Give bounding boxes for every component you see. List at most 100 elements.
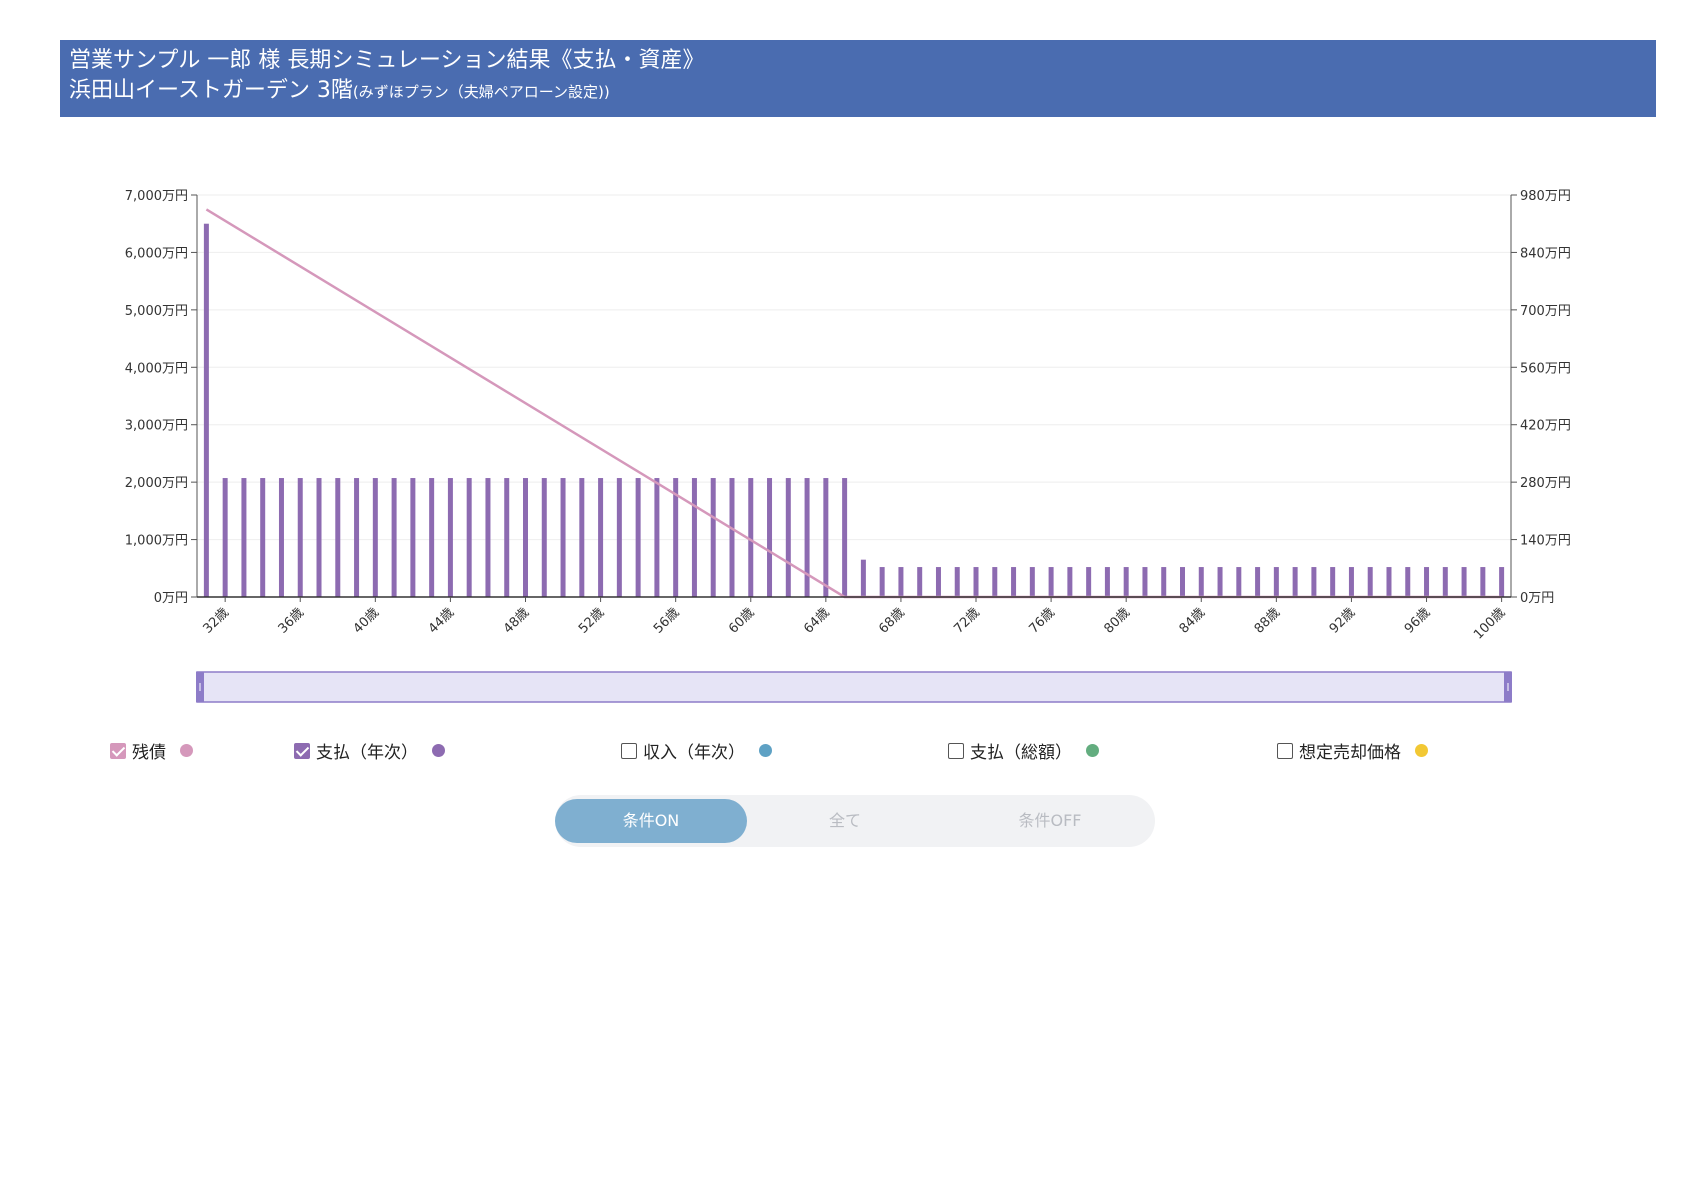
payment-bar [222, 478, 228, 597]
y-left-tick-label: 5,000万円 [125, 304, 188, 319]
payment-bar [654, 478, 660, 597]
payment-bar [241, 478, 247, 597]
payment-bar [410, 478, 416, 597]
payment-bars [203, 223, 1505, 597]
legend-checkbox[interactable] [110, 742, 126, 759]
x-tick-label: 32歳 [200, 605, 231, 636]
payment-bar [954, 567, 960, 597]
debt-line [205, 208, 1502, 599]
legend-item-total-payment[interactable]: 支払（総額） [948, 738, 1099, 763]
payment-bar [842, 478, 848, 597]
range-slider[interactable] [196, 671, 1512, 703]
payment-bar [992, 567, 998, 597]
x-tick-label: 56歳 [651, 605, 682, 636]
x-tick-label: 84歳 [1177, 605, 1208, 636]
payment-bar [447, 478, 453, 597]
x-tick-label: 76歳 [1026, 605, 1057, 636]
payment-bar [879, 567, 885, 597]
y-left-tick-label: 1,000万円 [125, 534, 188, 549]
payment-bar [485, 478, 491, 597]
toggle-condition-off[interactable]: 条件OFF [1018, 811, 1082, 830]
y-right-tick-label: 0万円 [1520, 591, 1554, 606]
plan-name: (みずほプラン（夫婦ペアローン設定)) [352, 83, 610, 101]
x-tick-label: 72歳 [951, 605, 982, 636]
payment-bar [1499, 567, 1505, 597]
y-left-tick-label: 7,000万円 [125, 189, 188, 204]
legend-checkbox[interactable] [948, 742, 964, 759]
payment-bar [1386, 567, 1392, 597]
y-right-tick-label: 560万円 [1520, 361, 1571, 376]
legend-color-dot [759, 744, 772, 757]
payment-bar [1367, 567, 1373, 597]
payment-bar [203, 223, 209, 597]
payment-bar [541, 478, 547, 597]
payment-bar [1067, 567, 1073, 597]
payment-bar [372, 478, 378, 597]
legend-checkbox[interactable] [294, 742, 310, 759]
x-tick-label: 92歳 [1327, 605, 1358, 636]
legend-checkbox[interactable] [621, 742, 637, 759]
x-tick-label: 64歳 [801, 605, 832, 636]
legend-color-dot [1415, 744, 1428, 757]
payment-bar [579, 478, 585, 597]
y-left-tick-label: 2,000万円 [125, 476, 188, 491]
payment-bar [1161, 567, 1167, 597]
x-tick-label: 36歳 [276, 605, 307, 636]
x-tick-label: 88歳 [1252, 605, 1283, 636]
payment-bar [1236, 567, 1242, 597]
simulation-chart: 0万円 1,000万円 2,000万円 3,000万円 4,000万円 5,000万円 6,… [125, 189, 1571, 703]
payment-bar [729, 478, 735, 597]
payment-bar [635, 478, 641, 597]
payment-bar [1424, 567, 1430, 597]
payment-bar [260, 478, 266, 597]
x-tick-label: 60歳 [726, 605, 757, 636]
payment-bar [598, 478, 604, 597]
slider-track [196, 671, 1512, 703]
payment-bar [1011, 567, 1017, 597]
payment-bar [917, 567, 923, 597]
payment-bar [560, 478, 566, 597]
payment-bar [1217, 567, 1223, 597]
payment-bar [335, 478, 341, 597]
y-right-tick-label: 700万円 [1520, 304, 1571, 319]
property-name: 浜田山イーストガーデン 3階 [69, 78, 353, 103]
y-right-tick-label: 420万円 [1520, 419, 1571, 434]
toggle-all[interactable]: 全て [828, 811, 861, 830]
payment-bar [316, 478, 322, 597]
legend-color-dot [180, 744, 193, 757]
y-left-tick-label: 3,000万円 [125, 419, 188, 434]
legend-color-dot [432, 744, 445, 757]
x-tick-label: 100歳 [1471, 605, 1508, 642]
x-tick-label: 96歳 [1402, 605, 1433, 636]
y-left-tick-label: 4,000万円 [125, 361, 188, 376]
payment-bar [691, 478, 697, 597]
payment-bar [354, 478, 360, 597]
payment-bar [860, 559, 866, 597]
toggle-condition-on[interactable]: 条件ON [555, 799, 747, 843]
payment-bar [466, 478, 472, 597]
legend-item-annual-income[interactable]: 収入（年次） [621, 738, 772, 763]
legend-color-dot [1086, 744, 1099, 757]
payment-bar [710, 478, 716, 597]
payment-bar [804, 478, 810, 597]
payment-bar [1330, 567, 1336, 597]
legend-item-debt[interactable]: 残債 [110, 738, 193, 763]
payment-bar [1255, 567, 1261, 597]
payment-bar [1048, 567, 1054, 597]
payment-bar [973, 567, 979, 597]
payment-bar [616, 478, 622, 597]
legend-checkbox[interactable] [1277, 742, 1293, 759]
payment-bar [523, 478, 528, 597]
legend-label: 支払（年次） [316, 743, 418, 763]
condition-toggle: 条件ON 全て 条件OFF [555, 795, 1155, 847]
legend: 残債 支払（年次） 収入（年次） 支払（総額） 想定売却価格 [0, 738, 1683, 766]
payment-bar [1104, 567, 1110, 597]
payment-bar [785, 478, 791, 597]
x-tick-label: 80歳 [1102, 605, 1133, 636]
legend-item-annual-payment[interactable]: 支払（年次） [294, 738, 445, 763]
x-tick-label: 40歳 [351, 605, 382, 636]
legend-item-sale-price[interactable]: 想定売却価格 [1277, 738, 1428, 763]
y-right-tick-label: 980万円 [1520, 189, 1571, 204]
payment-bar [297, 478, 303, 597]
payment-bar [1123, 567, 1129, 597]
